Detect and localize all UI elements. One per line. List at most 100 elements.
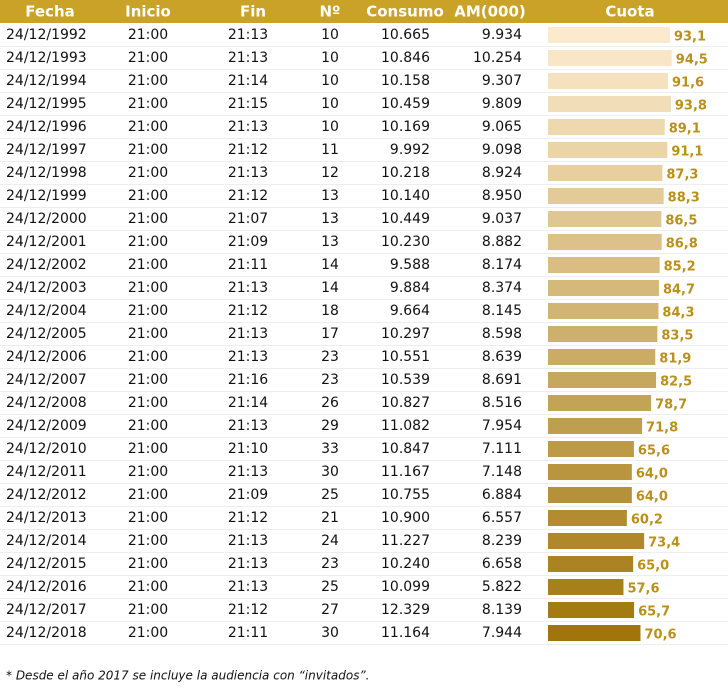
cuota-label: 94,5: [676, 53, 708, 68]
cell: 10.254: [473, 50, 522, 66]
cell: 9.065: [482, 119, 522, 135]
cell: 10.459: [381, 96, 430, 112]
cell: 24/12/2004: [6, 303, 87, 319]
cell: 24/12/1993: [6, 50, 87, 66]
cell: 10.158: [381, 73, 430, 89]
cuota-label: 78,7: [655, 398, 687, 413]
cell: 8.639: [482, 349, 522, 365]
cell: 21:13: [228, 27, 268, 43]
cell: 9.037: [482, 211, 522, 227]
cell: 21:00: [128, 96, 168, 112]
cell: 12.329: [381, 602, 430, 618]
cell: 21:00: [128, 579, 168, 595]
column-header: Inicio: [125, 3, 171, 21]
cell: 10.900: [381, 510, 430, 526]
column-header: Consumo: [366, 3, 444, 21]
cell: 21:00: [128, 165, 168, 181]
cell: 21:13: [228, 349, 268, 365]
cuota-bar: [548, 533, 645, 549]
cell: 21:00: [128, 119, 168, 135]
cuota-bar: [548, 96, 671, 112]
cell: 21:00: [128, 50, 168, 66]
cuota-label: 86,5: [665, 214, 697, 229]
cuota-bar: [548, 142, 668, 158]
cell: 24/12/1994: [6, 73, 87, 89]
cell: 21:09: [228, 234, 268, 250]
cuota-label: 89,1: [669, 122, 701, 137]
cell: 21:00: [128, 602, 168, 618]
cuota-bar: [548, 418, 643, 434]
cuota-label: 70,6: [644, 628, 676, 643]
cuota-label: 84,3: [662, 306, 694, 321]
cuota-bar: [548, 119, 665, 135]
cell: 21:00: [128, 280, 168, 296]
column-header: Cuota: [605, 3, 654, 21]
cell: 21:00: [128, 211, 168, 227]
cell: 21:00: [128, 556, 168, 572]
cell: 21:10: [228, 441, 268, 457]
cell: 8.174: [482, 257, 522, 273]
cell: 24/12/2012: [6, 487, 87, 503]
cell: 10: [321, 96, 339, 112]
column-header: Nº: [319, 3, 340, 21]
cell: 7.111: [482, 441, 522, 457]
cell: 21:00: [128, 464, 168, 480]
cell: 11: [321, 142, 339, 158]
cuota-label: 73,4: [648, 536, 680, 551]
cuota-label: 83,5: [661, 329, 693, 344]
cuota-bar: [548, 27, 670, 43]
cell: 24/12/2001: [6, 234, 87, 250]
cell: 21:12: [228, 303, 268, 319]
cell: 8.882: [482, 234, 522, 250]
cell: 17: [321, 326, 339, 342]
cell: 9.809: [482, 96, 522, 112]
cell: 21:12: [228, 188, 268, 204]
cell: 26: [321, 395, 339, 411]
cell: 21:00: [128, 142, 168, 158]
cuota-bar: [548, 165, 663, 181]
cell: 9.098: [482, 142, 522, 158]
cuota-label: 65,6: [638, 444, 670, 459]
cell: 10.230: [381, 234, 430, 250]
column-header: Fin: [240, 3, 266, 21]
cuota-bar: [548, 510, 627, 526]
cuota-bar: [548, 625, 641, 641]
cell: 10.099: [381, 579, 430, 595]
cell: 21:00: [128, 188, 168, 204]
cell: 5.822: [482, 579, 522, 595]
cell: 10.539: [381, 372, 430, 388]
cell: 21:14: [228, 395, 268, 411]
cell: 24/12/2009: [6, 418, 87, 434]
cell: 21:00: [128, 625, 168, 641]
cuota-label: 93,1: [674, 30, 706, 45]
cell: 10: [321, 119, 339, 135]
cell: 21:13: [228, 50, 268, 66]
cell: 29: [321, 418, 339, 434]
cell: 24/12/2003: [6, 280, 87, 296]
cell: 7.954: [482, 418, 522, 434]
cell: 21:13: [228, 418, 268, 434]
cell: 18: [321, 303, 339, 319]
cuota-label: 65,0: [637, 559, 669, 574]
cell: 21:00: [128, 395, 168, 411]
cuota-label: 91,1: [671, 145, 703, 160]
cell: 21:00: [128, 349, 168, 365]
cell: 21:13: [228, 280, 268, 296]
cell: 8.145: [482, 303, 522, 319]
cell: 21:00: [128, 234, 168, 250]
cell: 24/12/2007: [6, 372, 87, 388]
cell: 21:11: [228, 257, 268, 273]
cuota-bar: [548, 441, 634, 457]
cell: 10.169: [381, 119, 430, 135]
cuota-label: 65,7: [638, 605, 670, 620]
cuota-bar: [548, 50, 672, 66]
cell: 24/12/2002: [6, 257, 87, 273]
cell: 21:16: [228, 372, 268, 388]
cell: 6.557: [482, 510, 522, 526]
cell: 8.516: [482, 395, 522, 411]
cell: 11.082: [381, 418, 430, 434]
cell: 21:13: [228, 165, 268, 181]
cuota-bar: [548, 556, 634, 572]
cell: 8.139: [482, 602, 522, 618]
cell: 24/12/2008: [6, 395, 87, 411]
